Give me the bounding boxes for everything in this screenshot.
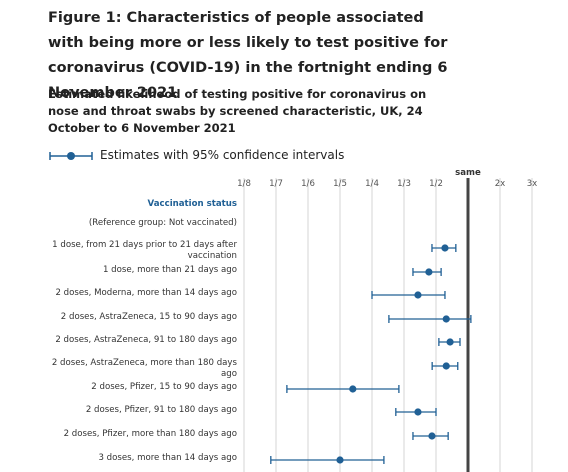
- x-tick-label: 2x: [494, 179, 506, 189]
- estimate-point: [442, 315, 450, 323]
- estimate-point: [349, 385, 357, 393]
- row-label: 2 doses, Pfizer, more than 180 days ago: [63, 429, 237, 439]
- x-tick-label: 1/2: [429, 179, 443, 189]
- row-label: 2 doses, Pfizer, 15 to 90 days ago: [91, 382, 237, 392]
- x-tick-label: 1/5: [333, 179, 347, 189]
- estimate-point: [442, 362, 450, 370]
- estimate-point: [425, 268, 433, 276]
- row-label: 3 doses, more than 14 days ago: [98, 453, 237, 463]
- legend-label: Estimates with 95% confidence intervals: [100, 148, 345, 162]
- row-label: 2 doses, Pfizer, 91 to 180 days ago: [85, 405, 237, 415]
- estimate-point: [428, 432, 436, 440]
- estimate-point: [414, 291, 422, 299]
- row-label: 2 doses, AstraZeneca, 15 to 90 days ago: [60, 312, 237, 322]
- x-tick-label: 1/8: [237, 179, 251, 189]
- chart-title: Figure 1: Characteristics of people asso…: [48, 10, 448, 101]
- x-tick-label: 1/6: [301, 179, 315, 189]
- x-tick-label: 1/7: [269, 179, 283, 189]
- row-label: 2 doses, AstraZeneca, 91 to 180 days ago: [55, 335, 237, 345]
- estimate-point: [336, 456, 344, 464]
- group-label: Vaccination status: [147, 199, 237, 209]
- x-tick-label: 3x: [526, 179, 538, 189]
- chart-subtitle: Estimated likelihood of testing positive…: [48, 87, 427, 135]
- estimate-point: [441, 244, 449, 252]
- row-label: 2 doses, Moderna, more than 14 days ago: [55, 288, 237, 298]
- reference-label: (Reference group: Not vaccinated): [88, 218, 237, 228]
- row-label: 1 dose, more than 21 days ago: [102, 265, 237, 275]
- estimate-point: [446, 338, 454, 346]
- legend-marker: [67, 152, 75, 160]
- row-label: 2 doses, AstraZeneca, more than 180 days…: [51, 358, 237, 379]
- estimate-point: [414, 408, 422, 416]
- x-tick-label: 1/4: [365, 179, 379, 189]
- x-tick-label: 1/3: [397, 179, 411, 189]
- x-tick-label: same: [455, 168, 481, 178]
- row-label: 1 dose, from 21 days prior to 21 days af…: [52, 240, 237, 261]
